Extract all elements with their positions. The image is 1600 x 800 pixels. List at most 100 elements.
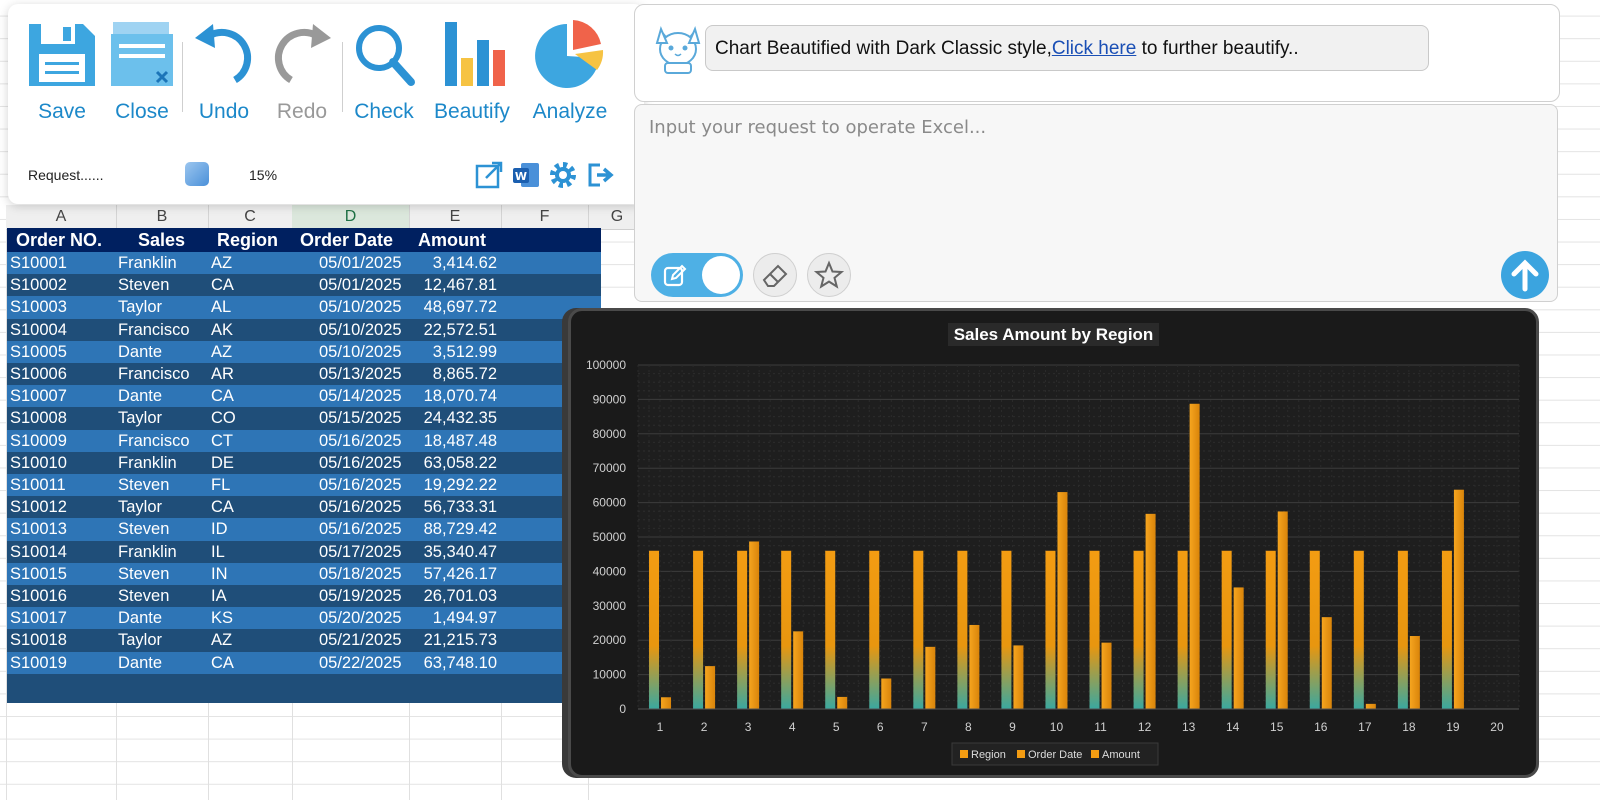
table-cell[interactable]: Dante — [118, 342, 163, 361]
table-cell[interactable]: CO — [211, 409, 236, 428]
table-cell[interactable]: 05/16/2025 — [319, 476, 402, 494]
table-cell[interactable]: 05/10/2025 — [319, 320, 402, 339]
table-cell[interactable]: 35,340.47 — [423, 542, 497, 561]
table-row[interactable]: S10011 Steven FL 05/16/2025 19,292.22 — [7, 474, 601, 497]
table-cell[interactable]: 05/13/2025 — [319, 365, 402, 383]
check-button[interactable]: Check — [342, 18, 426, 128]
table-cell[interactable]: S10001 — [10, 254, 67, 272]
table-cell[interactable]: FL — [211, 476, 231, 494]
table-cell[interactable]: Taylor — [118, 409, 163, 428]
table-cell[interactable]: IL — [211, 542, 225, 561]
header-amount[interactable]: Amount — [418, 230, 486, 250]
table-cell[interactable]: CA — [211, 387, 234, 406]
table-row[interactable]: S10004 Francisco AK 05/10/2025 22,572.51 — [7, 318, 601, 342]
table-cell[interactable]: Dante — [118, 653, 163, 672]
open-external-icon[interactable] — [474, 160, 504, 190]
table-row[interactable]: S10008 Taylor CO 05/15/2025 24,432.35 — [7, 407, 601, 430]
table-cell[interactable]: 88,729.42 — [423, 520, 497, 539]
header-order-date[interactable]: Order Date — [300, 230, 394, 250]
table-cell[interactable]: 21,215.73 — [423, 631, 497, 650]
table-cell[interactable]: Francisco — [118, 365, 190, 383]
table-cell[interactable]: 05/15/2025 — [319, 409, 402, 428]
table-cell[interactable]: S10014 — [10, 542, 67, 561]
table-cell[interactable]: CA — [211, 276, 234, 295]
table-cell[interactable]: 05/10/2025 — [319, 298, 402, 317]
table-cell[interactable]: 3,512.99 — [432, 342, 497, 361]
table-row[interactable]: S10005 Dante AZ 05/10/2025 3,512.99 — [7, 340, 601, 364]
table-cell[interactable]: 3,414.62 — [432, 254, 497, 272]
beautify-link[interactable]: Click here — [1051, 38, 1137, 59]
table-cell[interactable]: IA — [211, 587, 227, 605]
table-cell[interactable]: S10004 — [10, 320, 67, 339]
table-cell[interactable]: AZ — [211, 342, 233, 361]
eraser-button[interactable] — [753, 253, 797, 297]
table-cell[interactable]: Steven — [118, 520, 170, 539]
table-cell[interactable]: 63,058.22 — [423, 453, 497, 472]
table-row[interactable]: S10003 Taylor AL 05/10/2025 48,697.72 — [7, 296, 601, 319]
table-cell[interactable]: CA — [211, 653, 234, 672]
table-cell[interactable]: 18,487.48 — [423, 431, 497, 450]
table-cell[interactable]: 05/16/2025 — [319, 520, 402, 539]
table-row[interactable]: S10017 Dante KS 05/20/2025 1,494.97 — [7, 607, 601, 630]
request-input[interactable] — [647, 115, 1531, 229]
table-cell[interactable]: 1,494.97 — [432, 609, 497, 628]
analyze-button[interactable]: Analyze — [528, 18, 612, 128]
table-cell[interactable]: AK — [211, 320, 234, 339]
data-table[interactable]: Order NO. Sales Region Order Date Amount… — [7, 228, 601, 703]
table-cell[interactable]: 05/14/2025 — [319, 387, 402, 406]
word-icon[interactable]: W — [511, 160, 541, 190]
header-order-no[interactable]: Order NO. — [16, 230, 103, 250]
table-cell[interactable]: Steven — [118, 476, 170, 494]
undo-button[interactable]: Undo — [182, 18, 266, 128]
table-cell[interactable]: Taylor — [118, 298, 163, 317]
table-row[interactable]: S10016 Steven IA 05/19/2025 26,701.03 — [7, 585, 601, 608]
table-cell[interactable]: S10018 — [10, 631, 67, 650]
table-cell[interactable]: S10009 — [10, 431, 67, 450]
table-cell[interactable]: S10013 — [10, 520, 67, 539]
table-cell[interactable]: 05/16/2025 — [319, 453, 402, 472]
exit-icon[interactable] — [586, 160, 616, 190]
table-cell[interactable]: S10008 — [10, 409, 67, 428]
table-cell[interactable]: 48,697.72 — [423, 298, 497, 317]
table-cell[interactable]: 05/19/2025 — [319, 587, 402, 605]
table-cell[interactable]: Dante — [118, 609, 163, 628]
table-cell[interactable]: Steven — [118, 276, 170, 295]
table-cell[interactable]: 05/10/2025 — [319, 342, 402, 361]
table-cell[interactable]: 26,701.03 — [423, 587, 497, 605]
chart-container[interactable]: Sales Amount by Region 0 10000 20000 30000 4… — [568, 308, 1539, 778]
table-cell[interactable]: S10011 — [10, 476, 66, 494]
table-cell[interactable]: 12,467.81 — [423, 276, 497, 295]
favorite-button[interactable] — [807, 253, 851, 297]
table-cell[interactable]: AZ — [211, 254, 233, 272]
table-cell[interactable]: AR — [211, 365, 234, 383]
table-cell[interactable]: 19,292.22 — [423, 476, 497, 494]
table-row[interactable]: S10009 Francisco CT 05/16/2025 18,487.48 — [7, 429, 601, 453]
table-row[interactable]: S10019 Dante CA 05/22/2025 63,748.10 — [7, 651, 601, 675]
edit-mode-toggle[interactable] — [651, 253, 743, 297]
table-cell[interactable]: S10007 — [10, 387, 67, 406]
table-row[interactable]: S10013 Steven ID 05/16/2025 88,729.42 — [7, 518, 601, 541]
table-row[interactable]: S10010 Franklin DE 05/16/2025 63,058.22 — [7, 451, 601, 475]
column-header-b[interactable]: B — [116, 205, 209, 229]
table-cell[interactable]: 05/17/2025 — [319, 542, 402, 561]
table-cell[interactable]: 05/16/2025 — [319, 431, 402, 450]
table-row[interactable]: S10006 Francisco AR 05/13/2025 8,865.72 — [7, 363, 601, 386]
redo-button[interactable]: Redo — [260, 18, 344, 128]
gear-icon[interactable] — [548, 160, 578, 190]
table-cell[interactable]: ID — [211, 520, 228, 539]
table-cell[interactable]: KS — [211, 609, 234, 628]
table-row[interactable]: S10014 Franklin IL 05/17/2025 35,340.47 — [7, 540, 601, 564]
table-row[interactable]: S10007 Dante CA 05/14/2025 18,070.74 — [7, 385, 601, 408]
table-row[interactable]: S10018 Taylor AZ 05/21/2025 21,215.73 — [7, 629, 601, 652]
header-region[interactable]: Region — [217, 230, 278, 250]
column-header-f[interactable]: F — [501, 205, 589, 229]
table-cell[interactable]: IN — [211, 564, 228, 583]
table-row[interactable]: S10002 Steven CA 05/01/2025 12,467.81 — [7, 274, 601, 297]
table-cell[interactable]: 05/20/2025 — [319, 609, 402, 628]
header-sales[interactable]: Sales — [138, 230, 186, 250]
table-cell[interactable]: S10019 — [10, 653, 67, 672]
table-cell[interactable]: S10006 — [10, 365, 67, 383]
table-cell[interactable]: S10005 — [10, 342, 67, 361]
column-header-e[interactable]: E — [409, 205, 502, 229]
column-header-a[interactable]: A — [6, 205, 117, 229]
